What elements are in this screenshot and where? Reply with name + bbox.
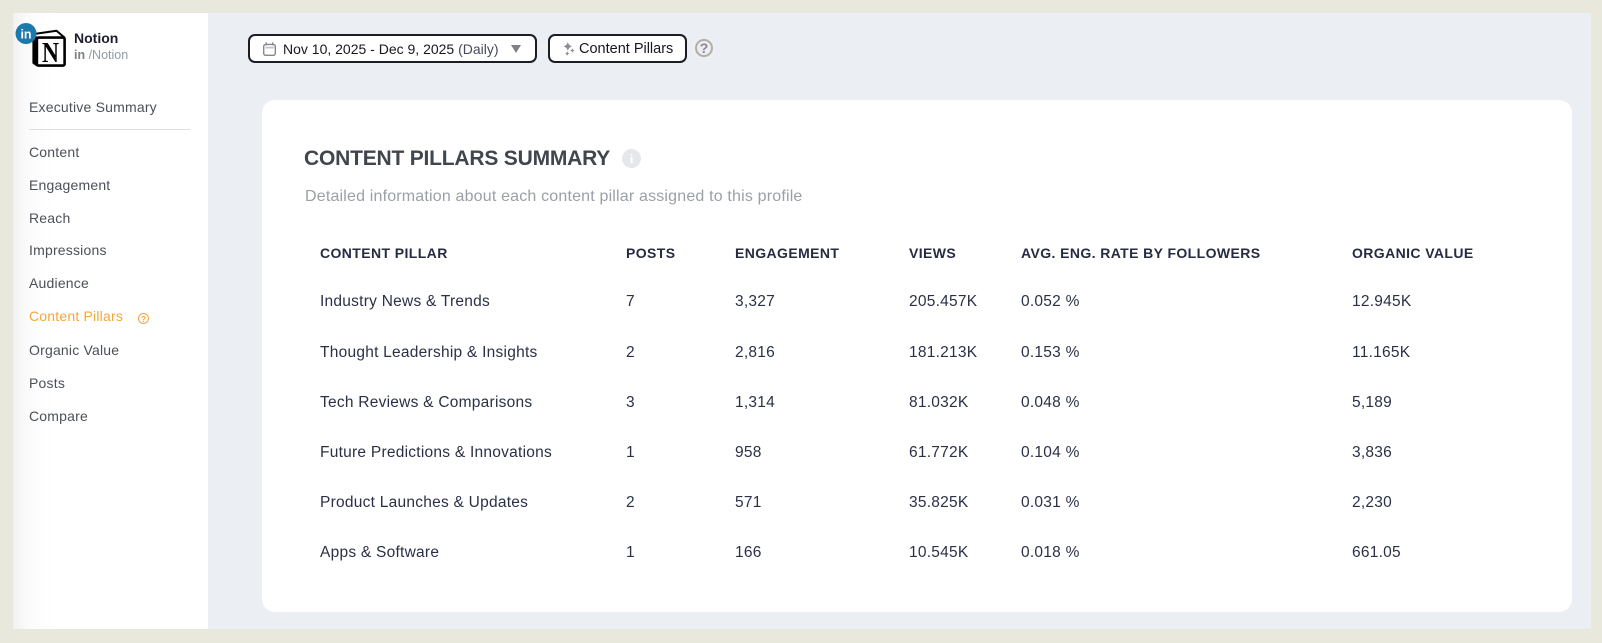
svg-text:in: in [20,27,31,41]
svg-text:N: N [42,37,59,69]
